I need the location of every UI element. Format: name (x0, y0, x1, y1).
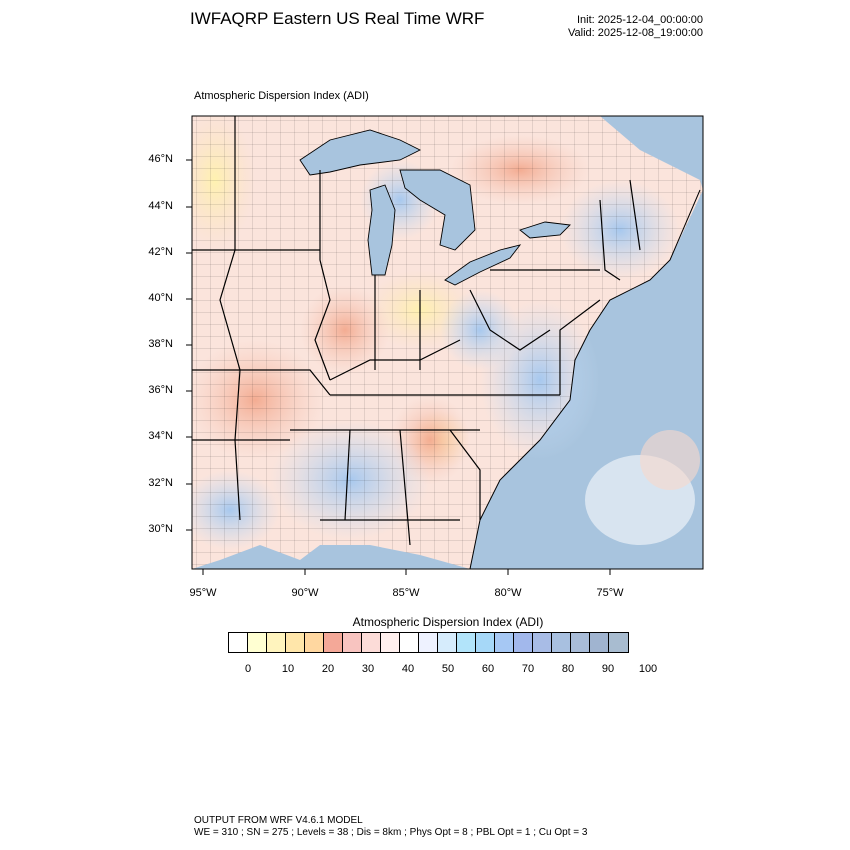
colorbar-box (495, 633, 514, 652)
colorbar-title: Atmospheric Dispersion Index (ADI) (352, 615, 544, 629)
colorbar-tick-label: 90 (601, 663, 615, 675)
colorbar-tick-label: 20 (321, 663, 335, 675)
colorbar-box (438, 633, 457, 652)
page-title: IWFAQRP Eastern US Real Time WRF (190, 9, 485, 28)
init-time: Init: 2025-12-04_00:00:00 (577, 14, 703, 26)
colorbar-box (533, 633, 552, 652)
colorbar-box (343, 633, 362, 652)
colorbar-tick-label: 100 (638, 663, 658, 675)
field-label: Atmospheric Dispersion Index (ADI) (194, 90, 369, 102)
colorbar-tick-label: 40 (401, 663, 415, 675)
colorbar-tick-label: 30 (361, 663, 375, 675)
colorbar-box (514, 633, 533, 652)
lat-label: 32°N (148, 477, 173, 489)
lake-huron (399, 169, 476, 251)
lat-label: 34°N (148, 430, 173, 442)
lat-label: 36°N (148, 384, 173, 396)
lat-label: 44°N (148, 200, 173, 212)
colorbar-tick-label: 0 (244, 663, 252, 675)
lake-erie (444, 244, 522, 286)
colorbar (228, 632, 629, 653)
colorbar-box (229, 633, 248, 652)
state-borders (192, 116, 641, 546)
colorbar-box (476, 633, 495, 652)
lat-label: 38°N (148, 338, 173, 350)
colorbar-box (248, 633, 267, 652)
colorbar-box (609, 633, 628, 652)
colorbar-box (286, 633, 305, 652)
colorbar-tick-label: 50 (441, 663, 455, 675)
lon-label: 80°W (494, 587, 522, 599)
footer-config-line: WE = 310 ; SN = 275 ; Levels = 38 ; Dis … (194, 827, 588, 838)
colorbar-box (571, 633, 590, 652)
colorbar-box (362, 633, 381, 652)
lat-label: 30°N (148, 523, 173, 535)
colorbar-box (457, 633, 476, 652)
lake-ontario (519, 221, 571, 239)
map-frame (191, 115, 704, 570)
colorbar-tick-label: 60 (481, 663, 495, 675)
lon-label: 90°W (291, 587, 319, 599)
map-field (192, 116, 703, 569)
colorbar-box (590, 633, 609, 652)
colorbar-tick-label: 70 (521, 663, 535, 675)
colorbar-box (400, 633, 419, 652)
colorbar-tick-label: 10 (281, 663, 295, 675)
footer-model-line: OUTPUT FROM WRF V4.6.1 MODEL (194, 815, 363, 826)
lat-label: 46°N (148, 153, 173, 165)
colorbar-box (419, 633, 438, 652)
lat-label: 40°N (148, 292, 173, 304)
colorbar-box (267, 633, 286, 652)
colorbar-tick-label: 80 (561, 663, 575, 675)
colorbar-box (324, 633, 343, 652)
lon-label: 95°W (189, 587, 217, 599)
lat-label: 42°N (148, 246, 173, 258)
lon-label: 75°W (596, 587, 624, 599)
colorbar-box (305, 633, 324, 652)
colorbar-box (381, 633, 400, 652)
lake-michigan (367, 184, 396, 276)
lon-label: 85°W (392, 587, 420, 599)
colorbar-box (552, 633, 571, 652)
coastline (469, 189, 701, 569)
valid-time: Valid: 2025-12-08_19:00:00 (568, 27, 703, 39)
